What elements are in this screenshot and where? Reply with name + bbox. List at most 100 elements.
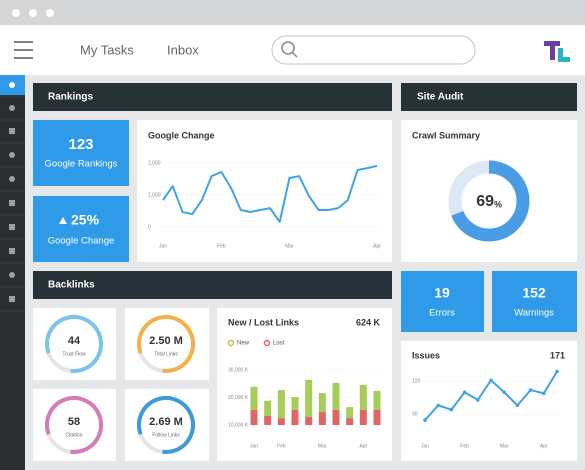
stat-label: Errors xyxy=(429,308,455,319)
gauge-value: 2.69 M xyxy=(149,416,183,428)
stat-tile[interactable] xyxy=(401,271,484,332)
stat-label: Google Rankings xyxy=(45,159,118,170)
stat-label: Warnings xyxy=(514,308,554,319)
y-tick-label: 90 xyxy=(412,411,418,417)
line-point xyxy=(449,407,454,412)
x-tick-label: Mar xyxy=(285,243,294,249)
line-point xyxy=(476,398,480,402)
x-tick-label: Feb xyxy=(277,443,286,449)
x-tick-label: Apr xyxy=(373,243,381,249)
x-tick-label: Feb xyxy=(460,443,469,449)
stat-tile[interactable] xyxy=(492,271,577,332)
gauge-ring xyxy=(45,315,103,373)
window-bar xyxy=(0,0,585,25)
donut-arc xyxy=(448,160,530,242)
line-point xyxy=(436,403,441,408)
section-title: Site Audit xyxy=(417,92,464,103)
x-tick-label: Mar xyxy=(500,443,509,449)
bar xyxy=(318,412,326,425)
bar xyxy=(277,390,285,419)
nav-link[interactable]: My Tasks xyxy=(80,42,134,57)
stat-label: Google Change xyxy=(48,236,115,247)
x-tick-label: Apr xyxy=(359,443,367,449)
gauge-ring xyxy=(45,395,104,454)
y-tick-label: 10,000 K xyxy=(228,422,249,428)
section-bar xyxy=(33,83,392,111)
stat-value: 19 xyxy=(434,285,450,301)
line-point xyxy=(502,390,507,395)
y-tick-label: 20,000 K xyxy=(228,395,249,401)
window-dot[interactable] xyxy=(12,9,20,17)
gauge-label: Citation xyxy=(66,432,83,438)
line-point xyxy=(515,403,520,408)
bar xyxy=(264,415,272,425)
legend-swatch xyxy=(227,339,235,347)
stat-tile[interactable] xyxy=(33,120,129,186)
bar xyxy=(291,396,299,410)
card-title: Crawl Summary xyxy=(412,130,480,140)
stat-value: 123 xyxy=(68,136,93,153)
bar xyxy=(250,409,258,425)
legend-swatch xyxy=(263,339,271,347)
stat-value: 152 xyxy=(522,285,546,301)
search-box[interactable] xyxy=(271,35,476,65)
bar xyxy=(373,390,381,410)
menu-button[interactable] xyxy=(14,41,33,59)
section-title: Backlinks xyxy=(48,280,95,291)
gauge-label: Follow Links xyxy=(152,432,180,438)
section-bar xyxy=(33,271,392,299)
section-bar xyxy=(401,83,577,111)
card xyxy=(217,308,392,461)
y-tick-label: 2,000 xyxy=(148,160,161,166)
line-point xyxy=(489,378,493,383)
gauge-label: Total Links xyxy=(154,351,178,357)
gauge-ring xyxy=(137,315,195,374)
y-tick-label: 1,000 xyxy=(148,192,161,198)
card xyxy=(137,120,392,262)
bar xyxy=(359,409,367,425)
y-tick-label: 30,000 K xyxy=(228,367,249,373)
up-arrow xyxy=(59,217,67,224)
x-tick-label: Feb xyxy=(217,243,226,249)
x-tick-label: Apr xyxy=(540,443,548,449)
gauge-ring xyxy=(137,396,195,454)
window-dot[interactable] xyxy=(46,9,54,17)
bar xyxy=(305,417,313,425)
card xyxy=(401,341,577,461)
bar xyxy=(291,409,299,425)
x-tick-label: Jan xyxy=(159,243,167,249)
bar xyxy=(305,379,313,418)
card-title: New / Lost Links xyxy=(228,317,299,327)
bar xyxy=(277,418,285,425)
line-series xyxy=(162,164,378,223)
nav-link[interactable]: Inbox xyxy=(167,42,199,57)
bar xyxy=(346,407,354,419)
legend-label: Lost xyxy=(273,341,285,347)
bar xyxy=(373,409,381,425)
sidebar-separators xyxy=(0,95,25,312)
window-dot[interactable] xyxy=(29,9,37,17)
bar xyxy=(318,393,326,413)
card-title: Google Change xyxy=(148,130,215,140)
line-point xyxy=(555,369,559,374)
card-title: Issues xyxy=(412,350,440,360)
logo[interactable] xyxy=(544,41,570,62)
card-total: 171 xyxy=(550,350,565,360)
line-point xyxy=(528,388,533,392)
y-tick-label: 120 xyxy=(412,379,421,385)
bar xyxy=(264,400,272,416)
line-point xyxy=(423,418,427,422)
stat-tile[interactable] xyxy=(33,196,129,262)
sidebar-icons xyxy=(9,82,15,302)
x-tick-label: Jan xyxy=(421,443,429,449)
y-tick-label: 0 xyxy=(148,224,151,230)
search-icon xyxy=(281,41,298,58)
gauge-value: 58 xyxy=(68,416,80,428)
legend-label: New xyxy=(237,341,250,347)
section-title: Rankings xyxy=(48,92,93,103)
bar xyxy=(359,384,367,410)
gauge-value: 44 xyxy=(68,335,81,347)
x-tick-label: Mar xyxy=(318,443,327,449)
